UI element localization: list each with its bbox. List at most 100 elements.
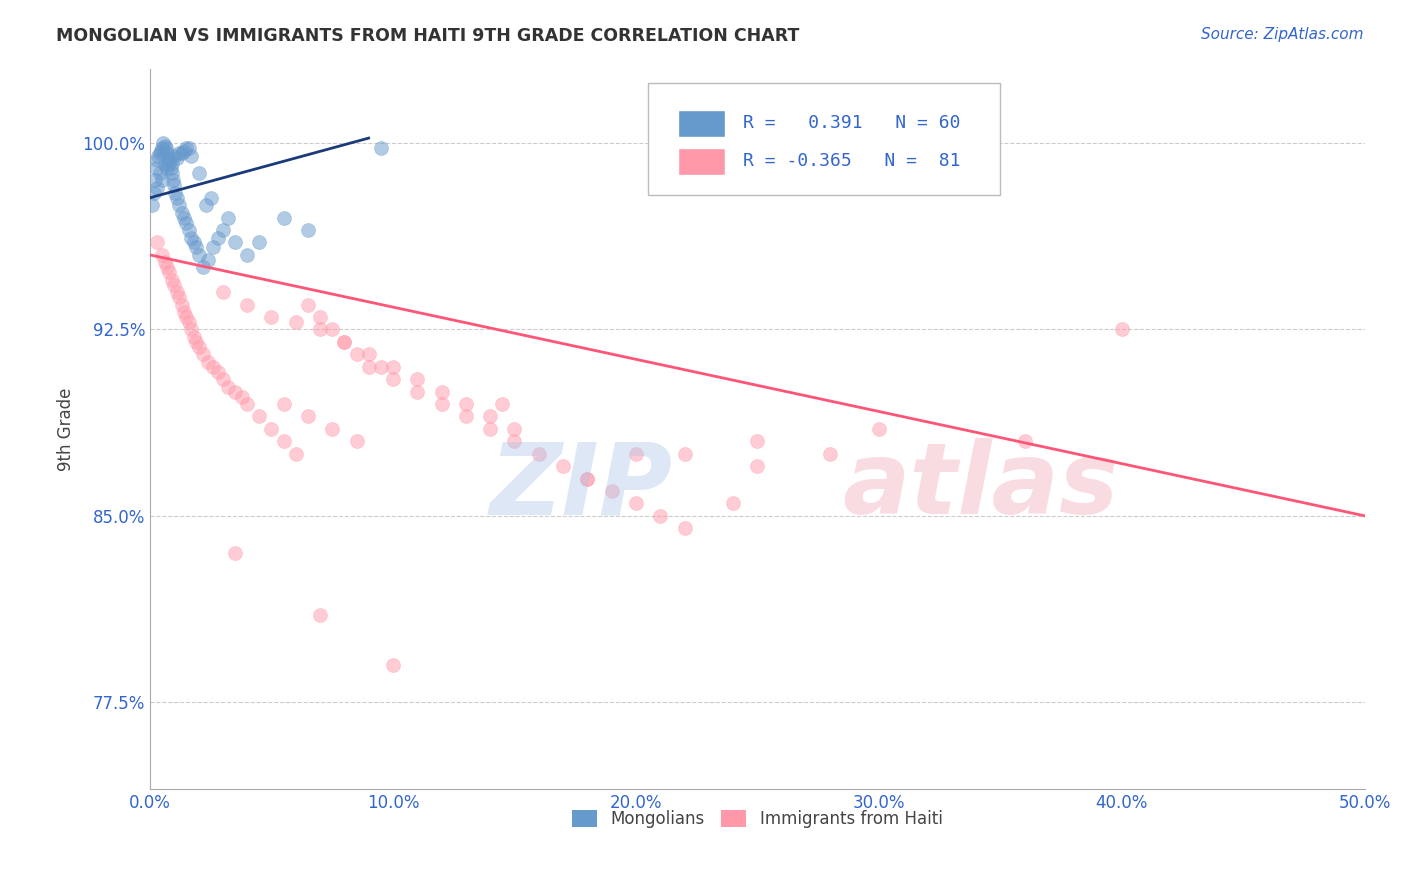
Point: [454, 397, 477, 411]
Point: [673, 521, 696, 535]
Point: [454, 409, 477, 424]
Point: [194, 198, 217, 212]
Point: [284, 447, 307, 461]
Point: [145, 161, 167, 175]
Point: [148, 148, 170, 162]
Point: [212, 372, 235, 386]
Point: [260, 422, 283, 436]
Point: [212, 223, 235, 237]
Point: [217, 379, 239, 393]
Point: [650, 508, 672, 523]
Point: [273, 397, 295, 411]
Point: [176, 216, 198, 230]
Point: [153, 255, 176, 269]
Point: [357, 359, 380, 374]
Point: [217, 211, 239, 225]
Point: [156, 146, 179, 161]
Point: [160, 273, 183, 287]
Point: [624, 447, 647, 461]
Point: [527, 447, 550, 461]
Point: [146, 235, 169, 250]
Point: [406, 372, 429, 386]
Point: [159, 161, 181, 175]
Point: [193, 347, 215, 361]
Point: [146, 153, 169, 168]
Point: [333, 334, 356, 349]
Point: [162, 173, 184, 187]
Point: [297, 409, 319, 424]
Point: [224, 384, 246, 399]
Point: [207, 365, 229, 379]
Point: [321, 322, 343, 336]
Text: R = -0.365   N =  81: R = -0.365 N = 81: [742, 153, 960, 170]
Point: [153, 138, 176, 153]
Point: [346, 347, 368, 361]
Point: [160, 166, 183, 180]
Point: [503, 434, 526, 449]
Point: [197, 355, 219, 369]
Point: [143, 173, 166, 187]
Point: [150, 141, 173, 155]
Point: [309, 322, 332, 336]
Text: ZIP: ZIP: [489, 438, 672, 535]
Legend: Mongolians, Immigrants from Haiti: Mongolians, Immigrants from Haiti: [565, 804, 949, 835]
Point: [157, 153, 180, 168]
Point: [576, 472, 599, 486]
Point: [224, 235, 246, 250]
Point: [624, 496, 647, 510]
Point: [150, 248, 173, 262]
Point: [163, 178, 186, 193]
Point: [165, 186, 187, 200]
Point: [224, 546, 246, 560]
Point: [207, 230, 229, 244]
Point: [152, 136, 174, 150]
Point: [146, 181, 169, 195]
Point: [381, 359, 404, 374]
Y-axis label: 9th Grade: 9th Grade: [58, 387, 75, 471]
Point: [284, 315, 307, 329]
Point: [167, 290, 190, 304]
Point: [370, 359, 392, 374]
Point: [170, 205, 193, 219]
FancyBboxPatch shape: [648, 83, 1000, 194]
Point: [149, 146, 172, 161]
Point: [236, 297, 259, 311]
Point: [479, 409, 502, 424]
Point: [163, 148, 186, 162]
Point: [180, 148, 202, 162]
Point: [186, 240, 208, 254]
Point: [430, 384, 453, 399]
Point: [321, 422, 343, 436]
Point: [170, 146, 193, 161]
Point: [176, 310, 198, 324]
Text: MONGOLIAN VS IMMIGRANTS FROM HAITI 9TH GRADE CORRELATION CHART: MONGOLIAN VS IMMIGRANTS FROM HAITI 9TH G…: [56, 27, 800, 45]
Point: [406, 384, 429, 399]
Point: [430, 397, 453, 411]
Point: [187, 166, 209, 180]
Point: [381, 657, 404, 672]
Point: [236, 248, 259, 262]
Point: [180, 322, 202, 336]
Point: [747, 459, 769, 474]
Point: [820, 447, 842, 461]
Point: [747, 434, 769, 449]
Point: [273, 211, 295, 225]
Point: [247, 409, 270, 424]
Point: [212, 285, 235, 300]
Point: [157, 151, 180, 165]
Point: [197, 252, 219, 267]
Point: [149, 166, 172, 180]
Point: [503, 422, 526, 436]
Point: [576, 472, 599, 486]
Point: [236, 397, 259, 411]
Point: [173, 144, 195, 158]
Point: [173, 305, 195, 319]
Point: [186, 334, 208, 349]
Point: [202, 240, 225, 254]
Point: [370, 141, 392, 155]
Point: [309, 608, 332, 623]
Text: atlas: atlas: [842, 438, 1119, 535]
Point: [193, 260, 215, 275]
Point: [160, 156, 183, 170]
Point: [183, 330, 205, 344]
